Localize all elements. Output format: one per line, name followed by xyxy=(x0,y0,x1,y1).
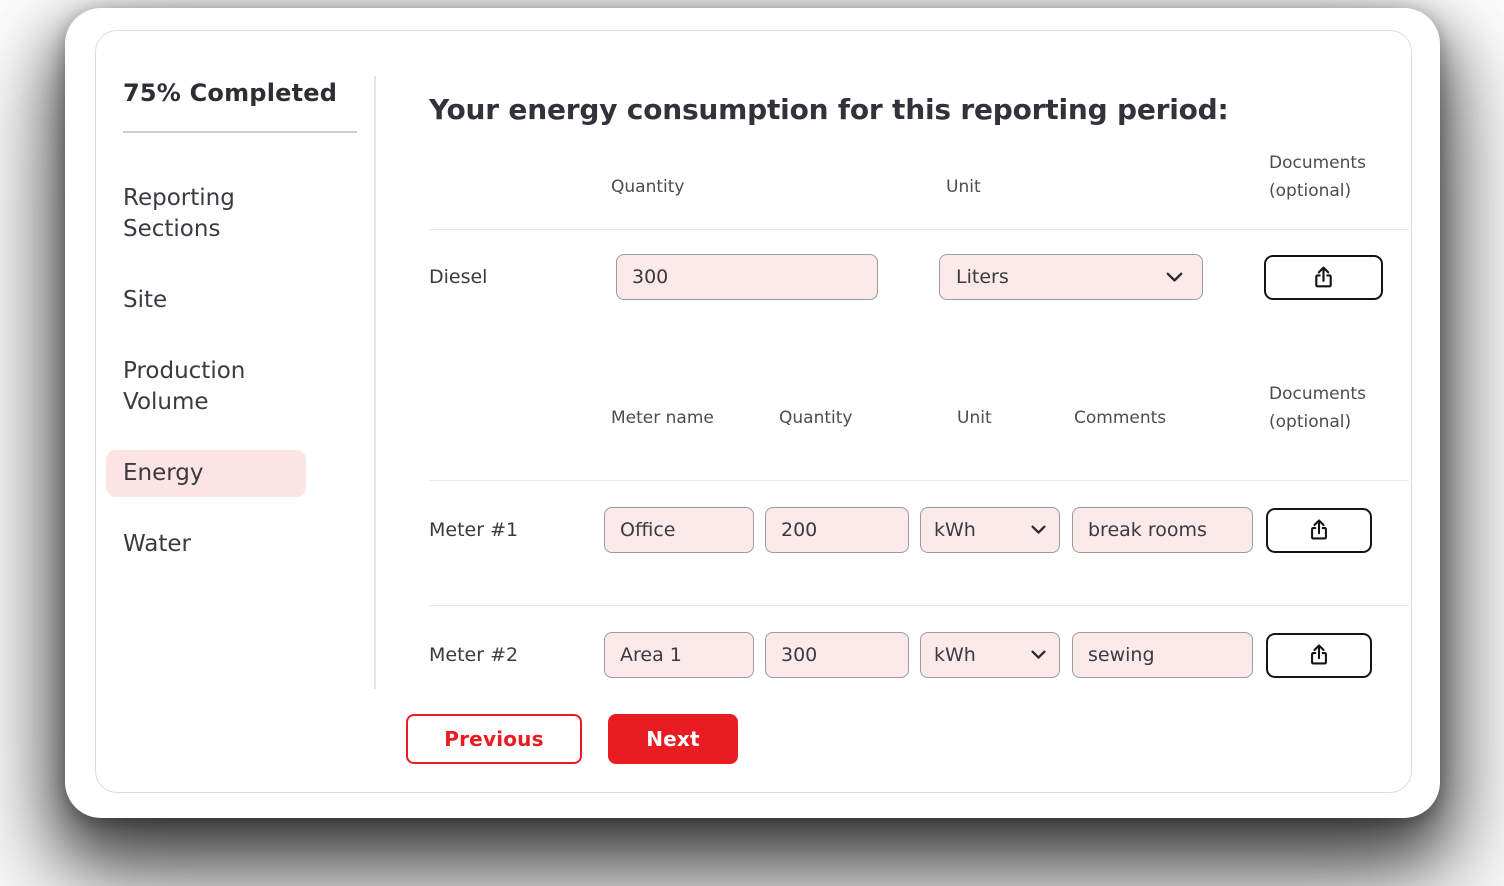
meter1-name-input[interactable] xyxy=(604,507,754,553)
fuel-documents-header-line1: Documents xyxy=(1269,149,1366,177)
upload-icon xyxy=(1306,642,1332,668)
next-button[interactable]: Next xyxy=(608,714,738,764)
row-divider xyxy=(429,605,1409,606)
page-title: Your energy consumption for this reporti… xyxy=(429,93,1409,127)
meter1-comments-input[interactable] xyxy=(1072,507,1253,553)
meter-row-label: Meter #2 xyxy=(429,644,604,666)
diesel-upload-button[interactable] xyxy=(1264,255,1383,300)
meter2-quantity-input[interactable] xyxy=(765,632,909,678)
sidebar-item-reporting-sections[interactable]: Reporting Sections xyxy=(106,175,306,253)
meter1-unit-value: kWh xyxy=(934,519,976,541)
diesel-quantity-input[interactable] xyxy=(616,254,878,300)
upload-icon xyxy=(1306,517,1332,543)
sidebar-item-site[interactable]: Site xyxy=(106,277,306,324)
diesel-unit-select[interactable]: Liters xyxy=(939,254,1203,300)
wizard-actions: Previous Next xyxy=(406,714,1409,764)
form-panel: 75% Completed Reporting Sections Site Pr… xyxy=(95,30,1412,793)
meter-name-header: Meter name xyxy=(611,408,714,428)
meter-row-2: Meter #2 kWh xyxy=(429,632,1409,678)
main-content: Your energy consumption for this reporti… xyxy=(376,31,1411,792)
diesel-unit-value: Liters xyxy=(956,266,1009,288)
sidebar-item-production-volume[interactable]: Production Volume xyxy=(106,348,306,426)
meter-comments-header: Comments xyxy=(1074,408,1166,428)
meter-row-label: Meter #1 xyxy=(429,519,604,541)
sidebar: 75% Completed Reporting Sections Site Pr… xyxy=(96,31,374,792)
meter2-upload-button[interactable] xyxy=(1266,633,1372,678)
meter1-upload-button[interactable] xyxy=(1266,508,1372,553)
progress-label: 75% Completed xyxy=(123,79,374,107)
meter2-comments-input[interactable] xyxy=(1072,632,1253,678)
meter-row-1: Meter #1 kWh xyxy=(429,507,1409,553)
meter-unit-header: Unit xyxy=(957,408,992,428)
meter-documents-header-line2: (optional) xyxy=(1269,408,1351,436)
fuel-unit-header: Unit xyxy=(946,177,981,197)
row-divider xyxy=(429,229,1409,230)
meter-documents-header-line1: Documents xyxy=(1269,380,1366,408)
previous-button[interactable]: Previous xyxy=(406,714,582,764)
chevron-down-icon xyxy=(1031,525,1046,535)
row-divider xyxy=(429,480,1409,481)
meter2-name-input[interactable] xyxy=(604,632,754,678)
sidebar-item-energy[interactable]: Energy xyxy=(106,450,306,497)
meter2-unit-value: kWh xyxy=(934,644,976,666)
upload-icon xyxy=(1310,264,1337,291)
fuel-quantity-header: Quantity xyxy=(611,177,684,197)
chevron-down-icon xyxy=(1031,650,1046,660)
fuel-table-header: Quantity Unit Documents (optional) xyxy=(429,127,1409,229)
chevron-down-icon xyxy=(1166,272,1183,283)
fuel-row-label: Diesel xyxy=(429,266,616,288)
meter-quantity-header: Quantity xyxy=(779,408,852,428)
meter1-quantity-input[interactable] xyxy=(765,507,909,553)
meter2-unit-select[interactable]: kWh xyxy=(920,632,1060,678)
meter1-unit-select[interactable]: kWh xyxy=(920,507,1060,553)
form-card: 75% Completed Reporting Sections Site Pr… xyxy=(65,8,1440,818)
meter-table-header: Meter name Quantity Unit Comments Docume… xyxy=(429,300,1409,480)
sidebar-nav: Reporting Sections Site Production Volum… xyxy=(106,175,374,568)
fuel-row-diesel: Diesel Liters xyxy=(429,254,1409,300)
sidebar-item-water[interactable]: Water xyxy=(106,521,306,568)
sidebar-divider xyxy=(123,131,357,133)
fuel-documents-header-line2: (optional) xyxy=(1269,177,1351,205)
